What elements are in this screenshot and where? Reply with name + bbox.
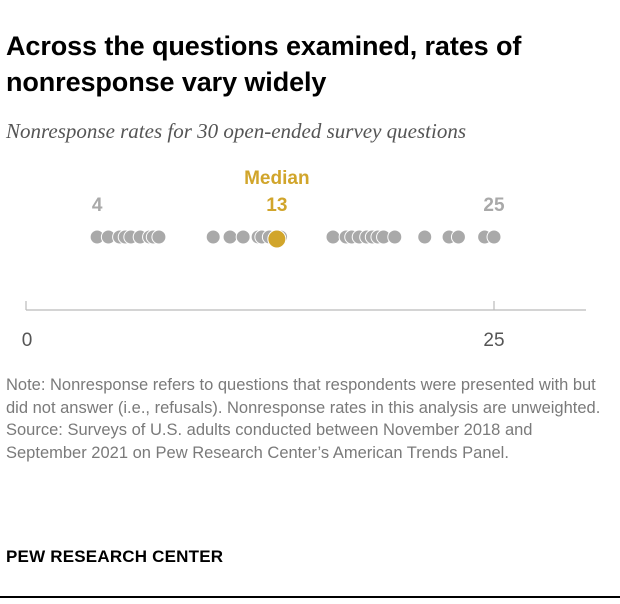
dot-plot-chart: Median 13 4 25 0 25 [22,168,586,351]
median-value-label: 13 [266,195,287,216]
data-point [486,229,502,245]
bottom-divider [0,596,620,598]
data-point [417,229,433,245]
brand-logo-text: PEW RESEARCH CENTER [6,547,224,566]
chart-title: Across the questions examined, rates of … [6,31,522,97]
annotation-layer: Median 13 4 25 [92,168,505,216]
data-point [205,229,221,245]
extreme-value-label: 4 [92,195,103,216]
note-text: Note: Nonresponse refers to questions th… [6,376,601,417]
extreme-value-label: 25 [483,195,505,216]
x-axis: 0 25 [22,301,586,351]
footnote: Note: Nonresponse refers to questions th… [6,374,606,464]
source-text: Source: Surveys of U.S. adults conducted… [6,421,533,462]
median-label: Median [244,168,309,189]
dot-layer [89,229,502,245]
chart-subtitle: Nonresponse rates for 30 open-ended surv… [6,119,466,143]
data-point [325,229,341,245]
data-point [222,229,238,245]
data-point [387,229,403,245]
data-point [235,229,251,245]
x-tick-label: 25 [483,330,504,351]
data-point [450,229,466,245]
x-tick-label: 0 [22,330,33,351]
median-point [267,229,287,249]
data-point [151,229,167,245]
